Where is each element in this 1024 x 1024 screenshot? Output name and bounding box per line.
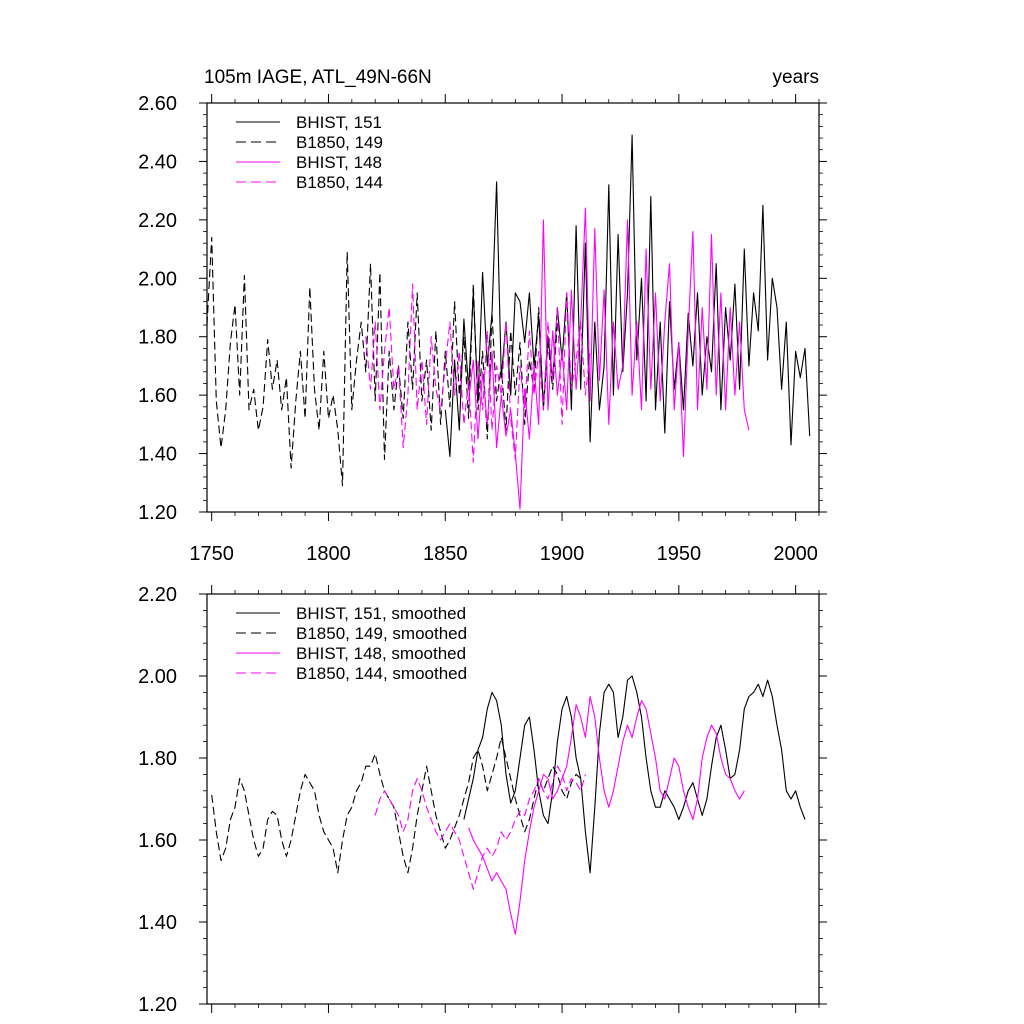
series-group (211, 675, 806, 935)
y-tick-label: 1.80 (138, 748, 177, 770)
legend-label: BHIST, 151 (296, 113, 382, 132)
series-line-0 (463, 675, 806, 874)
series-line-2 (468, 207, 750, 510)
x-tick-label: 2000 (773, 543, 818, 565)
series-line-3 (365, 283, 591, 463)
legend-label: BHIST, 148 (296, 153, 382, 172)
plot-frame (206, 102, 820, 513)
x-tick-label: 1850 (423, 543, 468, 565)
bottom-panel: 1.20 1.40 1.60 1.80 2.00 2.20 BHIST, 151, smoo… (138, 584, 827, 1016)
x-tick-label: 1800 (306, 543, 351, 565)
legend-label: BHIST, 148, smoothed (296, 644, 466, 663)
series-line-0 (444, 134, 811, 458)
units-label: years (773, 67, 819, 88)
y-tick-label: 1.40 (138, 444, 177, 466)
series-line-1 (207, 236, 558, 487)
y-tick-label: 2.00 (138, 666, 177, 688)
y-tick-label: 1.40 (138, 912, 177, 934)
y-tick-label: 2.20 (138, 584, 177, 606)
y-tick-label: 2.20 (138, 210, 177, 232)
series-line-2 (468, 695, 745, 935)
legend-label: B1850, 149, smoothed (296, 624, 467, 643)
legend-label: B1850, 144, smoothed (296, 664, 467, 683)
chart-title: 105m IAGE, ATL_49N-66N (204, 67, 432, 88)
y-tick-label: 2.00 (138, 268, 177, 290)
plot-frame (206, 593, 820, 1005)
y-tick-label: 1.20 (138, 502, 177, 524)
y-tick-label: 2.60 (138, 93, 177, 115)
top-panel: 1.20 1.40 1.60 1.80 2.00 2.20 2.40 2.60 1750 1800… (138, 93, 827, 565)
x-tick-label: 1750 (189, 543, 234, 565)
y-tick-label: 2.40 (138, 151, 177, 173)
x-tick-label: 1900 (540, 543, 585, 565)
y-tick-label: 1.60 (138, 830, 177, 852)
series-group (207, 134, 811, 510)
series-line-3 (374, 765, 586, 890)
y-tick-label: 1.20 (138, 994, 177, 1016)
legend-label: B1850, 144 (296, 173, 383, 192)
legend-label: BHIST, 151, smoothed (296, 604, 466, 623)
y-tick-label: 1.60 (138, 385, 177, 407)
y-tick-label: 1.80 (138, 327, 177, 349)
legend-label: B1850, 149 (296, 133, 383, 152)
x-tick-label: 1950 (657, 543, 702, 565)
